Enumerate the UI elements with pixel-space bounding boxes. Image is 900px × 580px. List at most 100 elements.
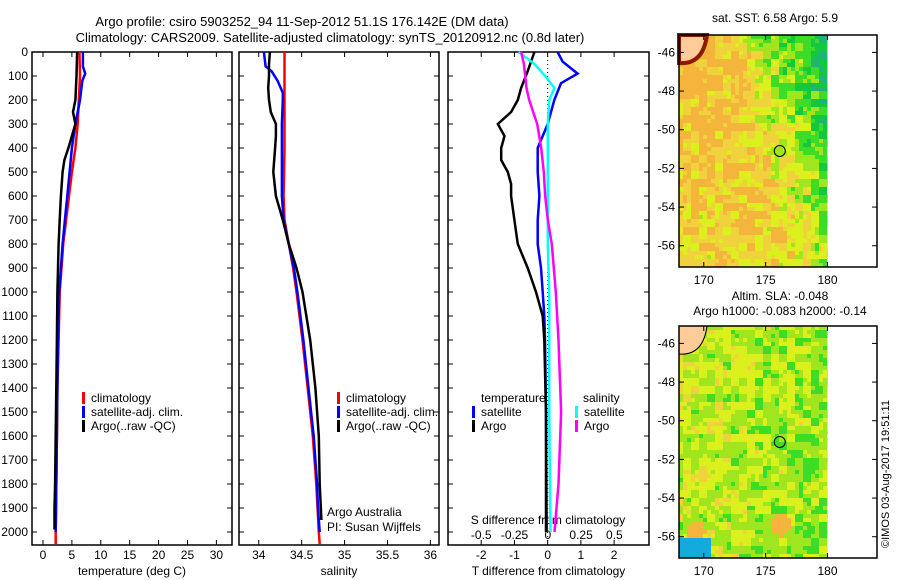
map-cell: [791, 530, 795, 534]
map-cell: [779, 43, 783, 47]
map-cell: [791, 410, 795, 414]
map-cell: [779, 466, 783, 470]
map-cell: [787, 350, 791, 354]
map-cell: [731, 470, 735, 474]
map-cell: [791, 187, 795, 191]
map-cell: [699, 466, 703, 470]
map-cell: [755, 183, 759, 187]
map-cell: [715, 163, 719, 167]
map-cell: [827, 207, 828, 211]
map-cell: [807, 119, 811, 123]
map-cell: [787, 223, 791, 227]
map-cell: [807, 374, 811, 378]
map-cell: [815, 398, 819, 402]
map-cell: [819, 502, 823, 506]
map-cell: [743, 358, 747, 362]
map-cell: [711, 530, 715, 534]
map-cell: [815, 99, 819, 103]
map-cell: [815, 191, 819, 195]
map-cell: [735, 131, 739, 135]
map-cell: [795, 502, 799, 506]
map-cell: [735, 554, 739, 558]
map-cell: [719, 446, 723, 450]
map-cell: [715, 223, 719, 227]
map-cell: [687, 91, 691, 95]
map-cell: [711, 394, 715, 398]
map-cell: [767, 131, 771, 135]
map-cell: [787, 71, 791, 75]
map-cell: [711, 135, 715, 139]
map-cell: [699, 107, 703, 111]
map-cell: [827, 450, 828, 454]
map-cell: [759, 370, 763, 374]
map-cell: [771, 147, 775, 151]
map-cell: [715, 107, 719, 111]
map-cell: [695, 414, 699, 418]
map-cell: [747, 55, 751, 59]
map-cell: [703, 59, 707, 63]
map-cell: [711, 99, 715, 103]
map-cell: [771, 95, 775, 99]
map-cell: [715, 446, 719, 450]
map-cell: [739, 530, 743, 534]
map-cell: [727, 370, 731, 374]
map-cell: [727, 486, 731, 490]
map-cell: [807, 259, 811, 263]
map-cell: [795, 223, 799, 227]
map-cell: [771, 263, 775, 267]
map-cell: [811, 458, 815, 462]
map-cell: [751, 462, 755, 466]
map-cell: [727, 530, 731, 534]
map-cell: [695, 251, 699, 255]
map-cell: [719, 350, 723, 354]
map-cell: [679, 175, 683, 179]
map-cell: [795, 394, 799, 398]
map-cell: [823, 390, 827, 394]
map-cell: [771, 119, 775, 123]
map-cell: [791, 131, 795, 135]
map-cell: [807, 199, 811, 203]
map-cell: [739, 506, 743, 510]
map-cell: [775, 510, 779, 514]
map-cell: [791, 103, 795, 107]
map-cell: [827, 438, 828, 442]
map-cell: [811, 534, 815, 538]
map-cell: [731, 67, 735, 71]
map-cell: [715, 486, 719, 490]
map-cell: [803, 151, 807, 155]
map-cell: [819, 530, 823, 534]
map-cell: [815, 223, 819, 227]
map-cell: [715, 75, 719, 79]
map-cell: [715, 418, 719, 422]
legend-swatch: [337, 406, 340, 418]
map-cell: [735, 179, 739, 183]
map-cell: [723, 247, 727, 251]
map-cell: [779, 111, 783, 115]
map-cell: [815, 95, 819, 99]
lon-tick-label: 170: [694, 564, 714, 578]
map-cell: [691, 490, 695, 494]
map-cell: [783, 55, 787, 59]
legend-swatch: [472, 406, 475, 418]
map-cell: [683, 390, 687, 394]
map-cell: [803, 430, 807, 434]
x-tick-label: 20: [152, 548, 166, 562]
map-cell: [819, 79, 823, 83]
map-cell: [811, 542, 815, 546]
figure-title-line1: Argo profile: csiro 5903252_94 11-Sep-20…: [95, 14, 508, 29]
map-cell: [791, 374, 795, 378]
map-cell: [811, 326, 815, 330]
legend-swatch: [337, 420, 340, 432]
map-cell: [739, 223, 743, 227]
map-cell: [819, 59, 823, 63]
map-cell: [763, 434, 767, 438]
map-cell: [823, 187, 827, 191]
map-cell: [787, 155, 791, 159]
map-cell: [779, 342, 783, 346]
map-cell: [687, 87, 691, 91]
map-cell: [683, 486, 687, 490]
map-cell: [775, 131, 779, 135]
map-cell: [711, 534, 715, 538]
map-cell: [815, 414, 819, 418]
map-cell: [807, 386, 811, 390]
